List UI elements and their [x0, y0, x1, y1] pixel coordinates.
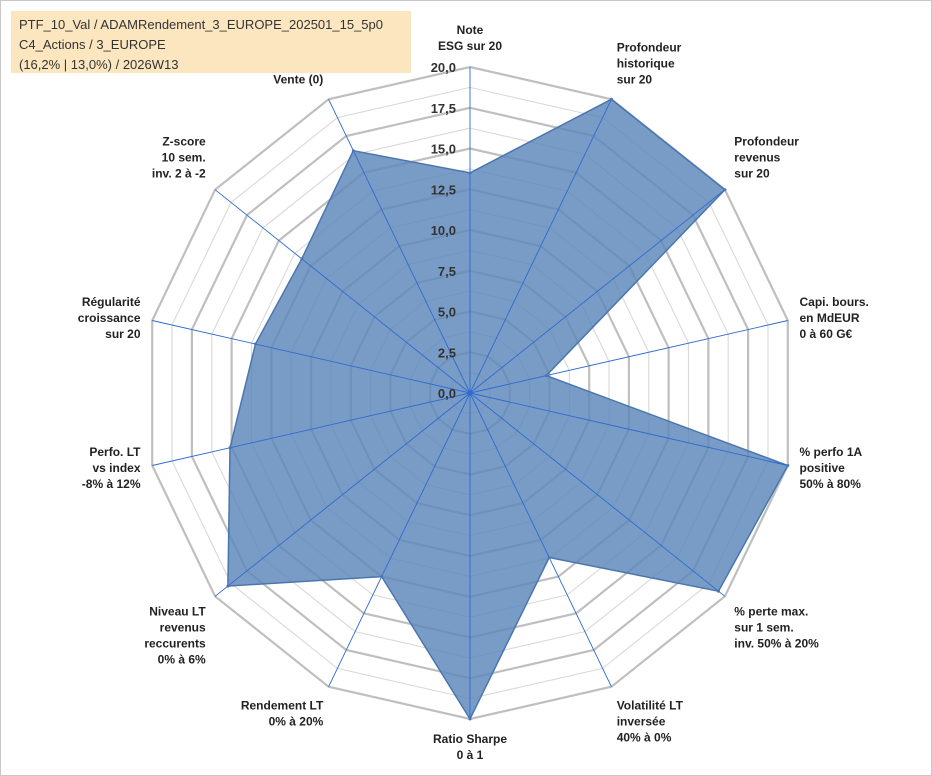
- data-point: [468, 171, 472, 175]
- axis-label-line: historique: [617, 57, 675, 71]
- tick-label: 12,5: [431, 182, 456, 197]
- axis-label-line: Profondeur: [617, 41, 682, 55]
- axis-label-line: revenus: [160, 621, 206, 635]
- axis-label-line: Note: [457, 23, 484, 37]
- tick-label: 5,0: [438, 305, 456, 320]
- axis-spoke: [469, 189, 726, 394]
- axis-label-line: revenus: [734, 150, 780, 164]
- tick-label: 17,5: [431, 101, 456, 116]
- axis-label-6: % perte max. sur 1 sem. inv. 50% à 20%: [734, 605, 819, 651]
- axis-spoke: [469, 392, 612, 687]
- axis-label-line: inv. 50% à 20%: [734, 637, 819, 651]
- axis-spoke: [214, 392, 471, 597]
- axis-label-line: 10 sem.: [162, 150, 206, 164]
- data-point: [226, 584, 230, 588]
- tick-label: 10,0: [431, 223, 456, 238]
- axis-label-line: Capi. bours.: [800, 295, 869, 309]
- axis-label-line: 40% à 0%: [617, 731, 672, 745]
- data-point: [786, 464, 790, 467]
- axis-label-7: Volatilité LT inversée 40% à 0%: [617, 699, 684, 745]
- axis-label-1: Note ESG sur 20: [438, 23, 502, 53]
- data-point: [254, 342, 257, 346]
- info-line-stats: (16,2% | 13,0%) / 2026W13: [19, 57, 179, 72]
- axis-label-line: Ratio Sharpe: [433, 732, 507, 746]
- axis-label-13: Z-score 10 sem. inv. 2 à -2: [152, 134, 206, 180]
- data-point: [723, 188, 727, 192]
- axis-spoke: [152, 320, 471, 394]
- axis-label-line: sur 20: [734, 166, 770, 180]
- data-point: [380, 575, 384, 579]
- axis-label-4: Capi. bours. en MdEUR 0 à 60 G€: [800, 295, 869, 341]
- info-line-portfolio: PTF_10_Val / ADAMRendement_3_EUROPE_2025…: [19, 17, 383, 32]
- axis-label-line: 0% à 6%: [158, 653, 206, 667]
- axis-label-line: 0 à 60 G€: [800, 327, 853, 341]
- axis-label-line: Profondeur: [734, 134, 799, 148]
- tick-label: 0,0: [438, 386, 456, 401]
- axis-label-line: croissance: [78, 311, 141, 325]
- axis-spoke: [469, 99, 612, 394]
- data-point: [544, 374, 548, 378]
- axis-label-2: Profondeur historique sur 20: [617, 41, 682, 87]
- axis-label-line: ESG sur 20: [438, 39, 502, 53]
- axis-spoke: [469, 392, 726, 597]
- axis-label-line: sur 1 sem.: [734, 621, 793, 635]
- axis-label-line: -8% à 12%: [82, 477, 141, 491]
- axis-label-5: % perfo 1A positive 50% à 80%: [800, 445, 863, 491]
- axis-label-line: Rendement LT: [241, 699, 324, 713]
- axis-label-line: reccurents: [144, 637, 206, 651]
- axis-label-3: Profondeur revenus sur 20: [734, 134, 799, 180]
- data-point: [351, 149, 355, 153]
- axis-label-line: Perfo. LT: [89, 445, 141, 459]
- data-point: [300, 257, 304, 261]
- data-point: [717, 589, 720, 593]
- tick-label: 2,5: [438, 345, 456, 360]
- axis-label-line: sur 20: [617, 73, 653, 87]
- tick-label: 15,0: [431, 142, 456, 157]
- data-point: [609, 97, 613, 101]
- data-series-area: [227, 98, 789, 721]
- axis-label-line: vs index: [92, 461, 140, 475]
- axis-label-line: positive: [800, 461, 846, 475]
- axis-spoke: [469, 392, 788, 466]
- axis-spoke: [152, 392, 471, 466]
- axis-spoke: [328, 392, 471, 687]
- axis-label-line: Niveau LT: [149, 605, 206, 619]
- data-point: [228, 446, 232, 450]
- axis-label-line: Vente (0): [273, 73, 323, 87]
- axis-spoke: [328, 99, 471, 394]
- axis-label-9: Rendement LT 0% à 20%: [241, 699, 324, 729]
- axis-label-line: 0% à 20%: [269, 715, 324, 729]
- info-line-category: C4_Actions / 3_EUROPE: [19, 37, 166, 52]
- axis-label-line: % perfo 1A: [800, 445, 863, 459]
- axis-label-line: % perte max.: [734, 605, 808, 619]
- axis-label-11: Perfo. LT vs index -8% à 12%: [82, 445, 141, 491]
- axis-label-line: Volatilité LT: [617, 699, 684, 713]
- axis-label-8: Ratio Sharpe 0 à 1: [433, 732, 507, 762]
- axis-label-line: 0 à 1: [457, 748, 484, 762]
- axis-label-line: inv. 2 à -2: [152, 166, 206, 180]
- axis-label-line: inversée: [617, 715, 666, 729]
- axis-label-10: Niveau LT revenus reccurents 0% à 6%: [144, 605, 206, 667]
- axis-label-line: en MdEUR: [800, 311, 860, 325]
- axis-label-line: Régularité: [82, 295, 141, 309]
- axis-spoke: [214, 189, 471, 394]
- tick-label: 7,5: [438, 264, 456, 279]
- data-point: [468, 717, 472, 721]
- axis-label-line: Z-score: [162, 134, 206, 148]
- axis-label-line: 50% à 80%: [800, 477, 862, 491]
- info-box: PTF_10_Val / ADAMRendement_3_EUROPE_2025…: [11, 11, 411, 73]
- axis-label-line: sur 20: [105, 327, 141, 341]
- axis-spoke: [469, 320, 788, 394]
- data-point: [547, 556, 551, 559]
- axis-label-12: Régularité croissance sur 20: [78, 295, 141, 341]
- tick-label: 20,0: [431, 60, 456, 75]
